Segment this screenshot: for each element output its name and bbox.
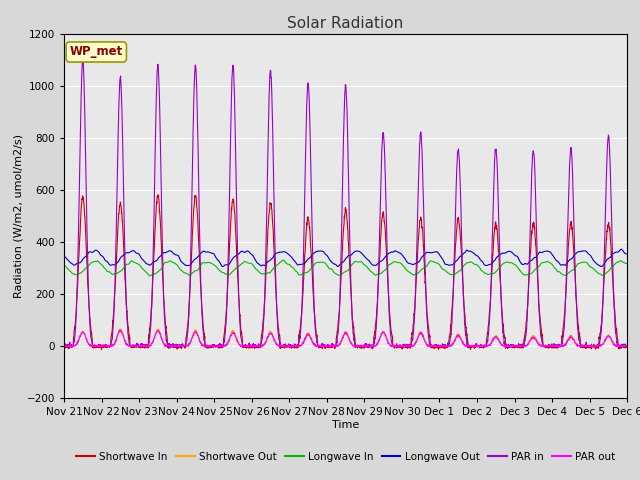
PAR out (623, 343, 631, 349)
PAR out (589, 343, 597, 349)
Shortwave In (218, 345, 225, 350)
Longwave Out (573, 250, 581, 255)
PAR in (374, 282, 382, 288)
Line: Shortwave In: Shortwave In (64, 195, 627, 349)
Line: Shortwave Out: Shortwave Out (64, 329, 627, 346)
Shortwave In (154, 192, 162, 198)
Shortwave Out (362, 343, 370, 349)
Line: PAR out: PAR out (64, 330, 627, 346)
PAR out (374, 339, 382, 345)
Shortwave Out (154, 326, 162, 332)
Longwave In (374, 271, 382, 277)
Shortwave Out (574, 342, 582, 348)
PAR out (60, 343, 68, 349)
Longwave Out (334, 264, 342, 269)
Shortwave Out (61, 343, 69, 349)
Shortwave In (467, 347, 474, 352)
PAR out (574, 342, 582, 348)
Shortwave In (589, 344, 597, 350)
X-axis label: Time: Time (332, 420, 359, 430)
Longwave In (218, 269, 225, 275)
Longwave Out (618, 246, 625, 252)
Shortwave Out (589, 343, 597, 349)
Line: Longwave Out: Longwave Out (64, 249, 627, 266)
PAR in (362, 343, 370, 349)
PAR in (218, 342, 225, 348)
PAR in (60, 343, 68, 349)
Longwave Out (374, 260, 382, 266)
Shortwave Out (509, 343, 517, 349)
PAR in (79, 56, 86, 61)
PAR out (509, 343, 517, 349)
Longwave In (146, 273, 154, 278)
Longwave In (574, 261, 582, 267)
Shortwave Out (374, 338, 382, 344)
Shortwave Out (60, 343, 68, 348)
Shortwave In (362, 344, 370, 349)
Shortwave In (60, 345, 68, 350)
Longwave Out (362, 255, 370, 261)
Longwave Out (589, 257, 597, 263)
Shortwave Out (623, 343, 631, 348)
PAR in (589, 343, 597, 349)
Longwave In (60, 263, 68, 268)
Legend: Shortwave In, Shortwave Out, Longwave In, Longwave Out, PAR in, PAR out: Shortwave In, Shortwave Out, Longwave In… (72, 448, 619, 466)
Title: Solar Radiation: Solar Radiation (287, 16, 404, 31)
PAR in (623, 343, 631, 349)
PAR in (573, 322, 581, 328)
Longwave Out (60, 253, 68, 259)
Longwave Out (509, 251, 517, 256)
Shortwave Out (218, 343, 225, 349)
Shortwave In (374, 280, 382, 286)
PAR out (362, 343, 370, 348)
Shortwave In (509, 344, 517, 350)
Longwave In (623, 261, 631, 266)
Longwave In (589, 266, 597, 272)
Longwave Out (623, 251, 631, 257)
Longwave In (362, 263, 370, 269)
Shortwave In (574, 318, 582, 324)
Line: PAR in: PAR in (64, 59, 627, 346)
PAR out (61, 343, 68, 349)
Text: WP_met: WP_met (70, 46, 123, 59)
PAR out (116, 327, 124, 333)
Y-axis label: Radiation (W/m2, umol/m2/s): Radiation (W/m2, umol/m2/s) (14, 134, 24, 298)
Shortwave In (623, 343, 631, 349)
Longwave In (509, 261, 517, 267)
PAR out (218, 343, 225, 349)
Longwave In (280, 257, 287, 263)
Line: Longwave In: Longwave In (64, 260, 627, 276)
Longwave Out (217, 262, 225, 268)
PAR in (509, 343, 517, 348)
